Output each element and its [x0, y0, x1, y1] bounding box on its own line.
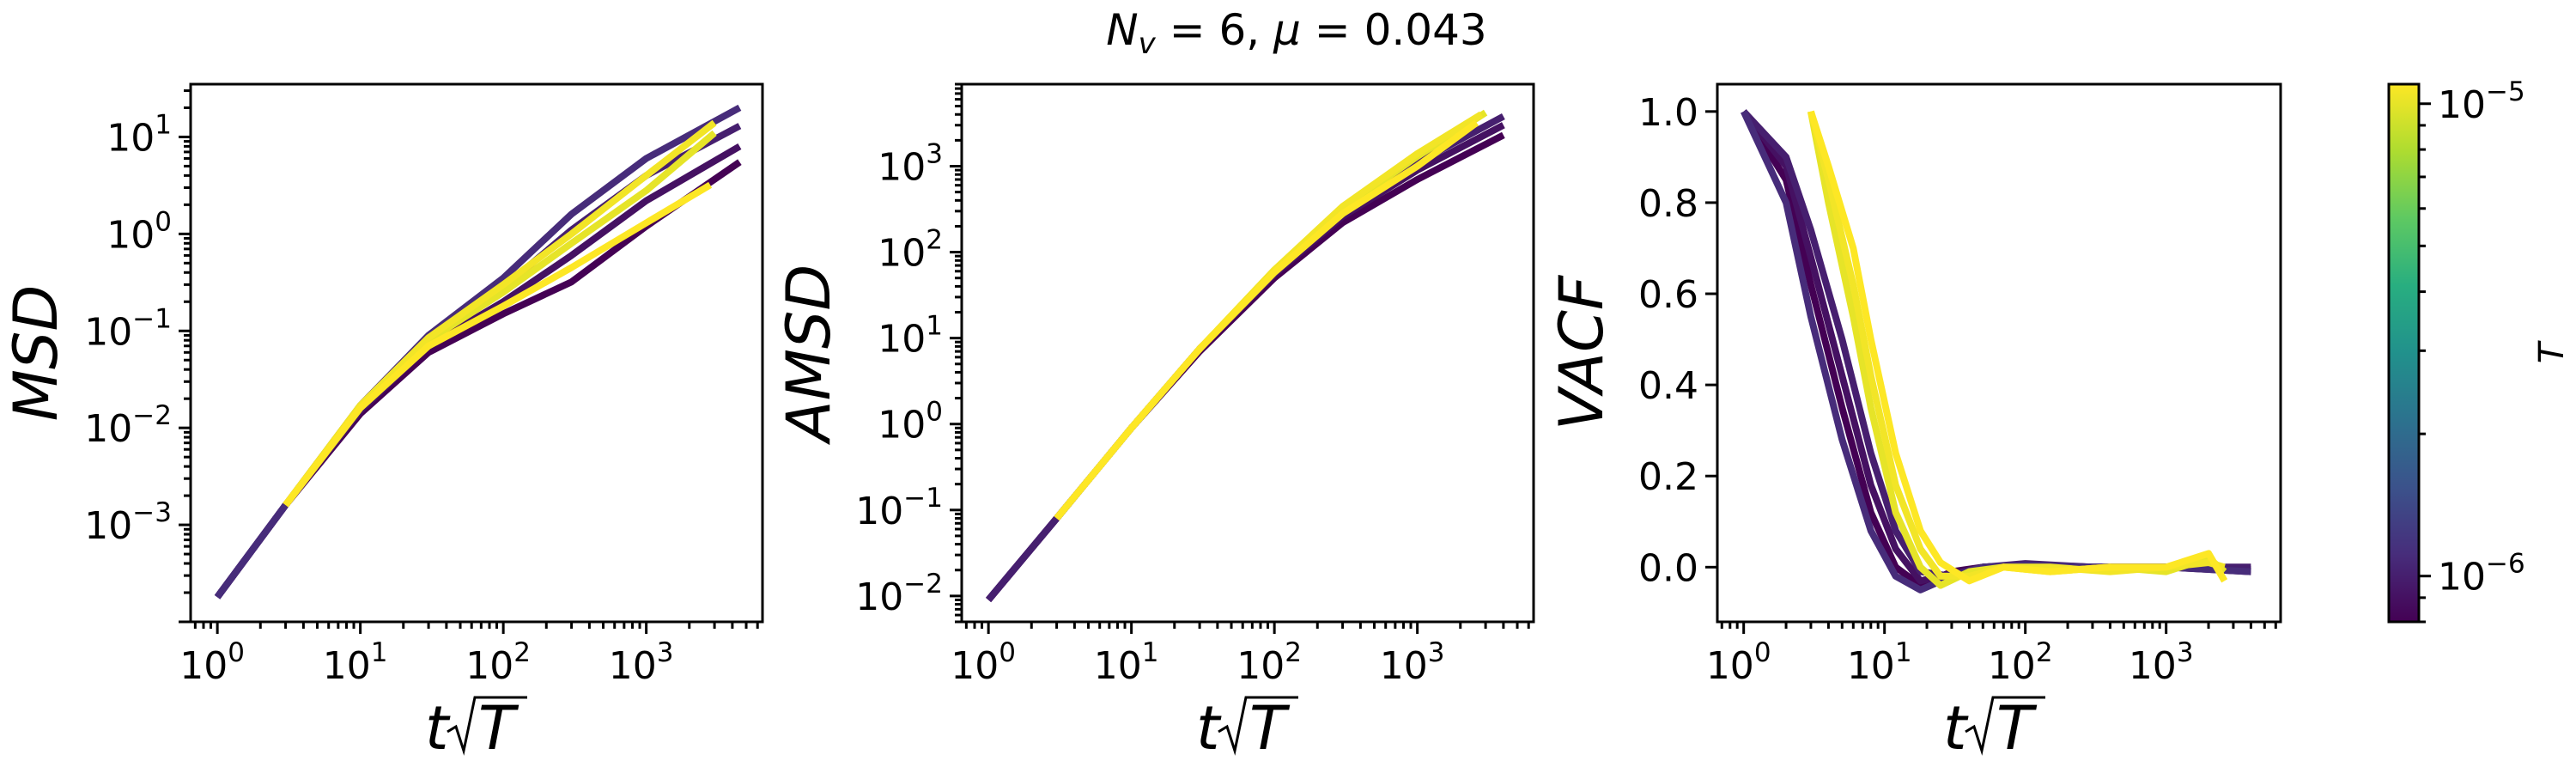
- amsd-series-4: [1054, 111, 1484, 521]
- msd-y-tick-label: 10−3: [84, 497, 172, 548]
- vacf-x-axis-label: t T: [1943, 693, 2045, 764]
- amsd-panel: 100 101 102 103 10−2 10−1 100 101 102 103 AMSD t…: [774, 82, 1535, 764]
- msd-y-tick-label: 10−1: [84, 303, 172, 354]
- vacf-y-axis-label: VACF: [1546, 274, 1617, 430]
- vacf-y-tick-label: 0.6: [1638, 273, 1698, 317]
- amsd-x-tick-label: 100: [951, 637, 1016, 688]
- vacf-curves: [1741, 109, 2251, 593]
- figure-title: Nv = 6, μ = 0.043: [1106, 5, 1486, 61]
- vacf-axes-frame: [1716, 82, 2282, 624]
- msd-series-6: [283, 181, 713, 508]
- amsd-y-axis-label: AMSD: [774, 265, 844, 446]
- msd-series-0: [214, 159, 742, 600]
- colorbar-tick-label: 10−5: [2438, 76, 2525, 127]
- amsd-y-tick-label: 101: [878, 311, 943, 362]
- amsd-y-tick-label: 103: [878, 138, 943, 189]
- amsd-y-tick-label: 10−2: [855, 569, 943, 619]
- amsd-y-ticks: 10−2 10−1 100 101 102 103: [855, 82, 962, 624]
- amsd-y-tick-label: 100: [878, 397, 943, 447]
- amsd-x-axis-label: t T: [1196, 693, 1298, 764]
- vacf-x-tick-label: 100: [1706, 637, 1771, 688]
- vacf-y-tick-label: 0.0: [1638, 546, 1698, 590]
- colorbar-tick-label: 10−6: [2438, 549, 2525, 600]
- svg-text:T: T: [478, 693, 519, 764]
- colorbar: 10−6 10−5 T: [2387, 76, 2572, 624]
- amsd-series-1: [986, 122, 1505, 603]
- vacf-y-tick-label: 1.0: [1638, 91, 1698, 135]
- amsd-y-tick-label: 102: [878, 225, 943, 276]
- vacf-x-ticks: 100 101 102 103: [1706, 622, 2277, 688]
- amsd-x-ticks: 100 101 102 103: [951, 622, 1530, 688]
- vacf-x-tick-label: 101: [1847, 637, 1912, 688]
- svg-text:t: t: [425, 693, 451, 764]
- amsd-y-tick-label: 10−1: [855, 483, 943, 533]
- msd-x-tick-label: 103: [609, 637, 674, 688]
- vacf-y-tick-label: 0.8: [1638, 182, 1698, 226]
- msd-x-axis-label: t T: [425, 693, 527, 764]
- vacf-x-tick-label: 103: [2129, 637, 2194, 688]
- vacf-series-6: [1807, 110, 2228, 585]
- msd-y-axis-label: MSD: [1, 285, 71, 422]
- svg-text:t: t: [1196, 693, 1222, 764]
- vacf-y-tick-label: 0.4: [1638, 364, 1698, 408]
- msd-x-tick-label: 102: [465, 637, 531, 688]
- msd-x-tick-label: 101: [323, 637, 388, 688]
- svg-text:T: T: [1249, 693, 1291, 764]
- msd-y-tick-label: 10−2: [84, 400, 172, 451]
- amsd-series-5: [1054, 119, 1479, 521]
- vacf-series-3: [1741, 110, 2251, 593]
- colorbar-ticks: 10−6 10−5: [2419, 76, 2525, 624]
- amsd-series-3: [1054, 109, 1488, 521]
- msd-x-tick-label: 100: [179, 637, 245, 688]
- vacf-x-tick-label: 102: [1988, 637, 2053, 688]
- colorbar-label: T: [2532, 339, 2572, 363]
- amsd-axes-frame: [960, 82, 1535, 624]
- vacf-y-tick-label: 0.2: [1638, 455, 1698, 499]
- msd-x-ticks: 100 101 102 103: [179, 622, 759, 688]
- vacf-y-ticks: 0.0 0.2 0.4 0.6 0.8 1.0: [1638, 91, 1717, 590]
- msd-y-tick-label: 101: [106, 109, 172, 160]
- amsd-x-tick-label: 101: [1094, 637, 1159, 688]
- amsd-series-0: [986, 131, 1505, 603]
- vacf-panel: 100 101 102 103 0.0 0.2 0.4 0.6 0.8 1.0 VACF t T: [1546, 82, 2282, 764]
- svg-text:t: t: [1943, 693, 1969, 764]
- msd-y-ticks: 10−3 10−2 10−1 100 101: [84, 89, 191, 624]
- msd-panel: 100 101 102 103 10−3 10−2 10−1 100 101 MSD t T: [1, 82, 764, 764]
- msd-curves: [214, 104, 742, 600]
- msd-y-tick-label: 100: [106, 206, 172, 257]
- msd-series-2: [214, 123, 742, 600]
- svg-text:T: T: [1996, 693, 2038, 764]
- colorbar-gradient: [2389, 84, 2419, 622]
- amsd-curves: [986, 109, 1505, 603]
- colorbar-frame: [2387, 82, 2421, 624]
- amsd-x-tick-label: 103: [1380, 637, 1445, 688]
- amsd-series-2: [986, 113, 1505, 603]
- amsd-x-tick-label: 102: [1236, 637, 1302, 688]
